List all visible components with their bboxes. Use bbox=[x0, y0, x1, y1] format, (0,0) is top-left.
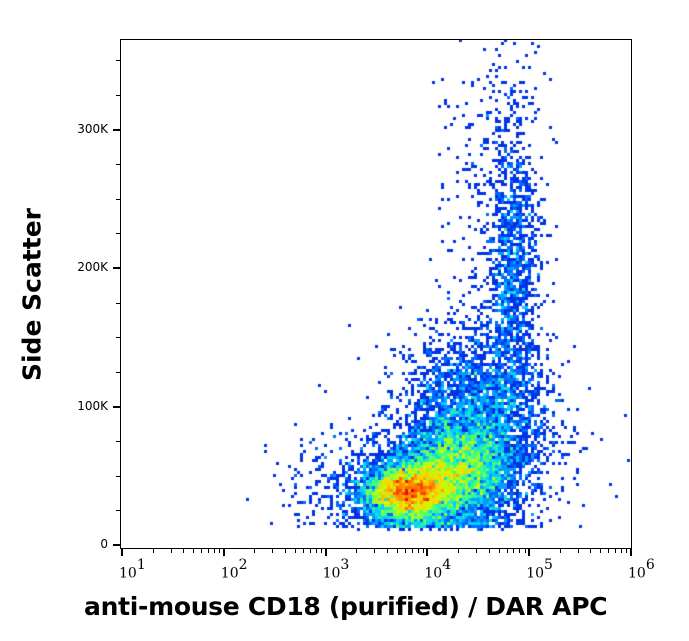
x-minor-tick bbox=[309, 549, 311, 553]
x-minor-tick bbox=[404, 549, 406, 553]
x-tick-label: 105 bbox=[526, 557, 553, 582]
x-minor-tick bbox=[524, 549, 526, 553]
x-minor-tick bbox=[559, 549, 561, 553]
x-minor-tick bbox=[422, 549, 424, 553]
x-major-tick bbox=[121, 549, 123, 556]
x-tick-label: 106 bbox=[628, 557, 655, 582]
y-tick-label: 200K bbox=[77, 260, 108, 274]
y-tick-label: 300K bbox=[77, 121, 108, 136]
x-minor-tick bbox=[294, 549, 296, 553]
x-minor-tick bbox=[320, 549, 322, 553]
y-major-tick bbox=[113, 128, 120, 131]
x-minor-tick bbox=[577, 549, 579, 553]
x-minor-tick bbox=[506, 549, 508, 553]
x-minor-tick bbox=[621, 549, 623, 553]
y-minor-tick bbox=[116, 60, 120, 62]
x-minor-tick bbox=[513, 549, 515, 553]
x-minor-tick bbox=[201, 549, 203, 553]
x-major-tick bbox=[324, 549, 327, 556]
x-major-tick bbox=[426, 549, 429, 556]
y-minor-tick bbox=[116, 198, 120, 200]
plot-frame bbox=[120, 39, 632, 549]
x-minor-tick bbox=[315, 549, 317, 553]
x-minor-tick bbox=[626, 549, 628, 553]
y-minor-tick bbox=[116, 371, 120, 373]
x-minor-tick bbox=[272, 549, 274, 553]
x-minor-tick bbox=[519, 549, 521, 553]
x-major-tick bbox=[630, 549, 632, 556]
x-minor-tick bbox=[417, 549, 419, 553]
y-major-tick bbox=[113, 267, 120, 269]
x-tick-label: 104 bbox=[424, 557, 452, 582]
x-major-tick bbox=[222, 549, 225, 556]
x-minor-tick bbox=[458, 549, 460, 553]
x-minor-tick bbox=[475, 549, 477, 553]
y-minor-tick bbox=[116, 475, 120, 477]
x-minor-tick bbox=[303, 549, 305, 553]
x-tick-label: 101 bbox=[119, 557, 146, 582]
x-minor-tick bbox=[152, 549, 154, 553]
x-minor-tick bbox=[608, 549, 610, 553]
x-minor-tick bbox=[498, 549, 500, 553]
y-minor-tick bbox=[116, 302, 120, 304]
x-minor-tick bbox=[170, 549, 172, 553]
y-minor-tick bbox=[116, 164, 120, 166]
x-minor-tick bbox=[615, 549, 617, 553]
x-minor-tick bbox=[356, 549, 358, 553]
y-axis-title: Side Scatter bbox=[17, 208, 47, 382]
x-minor-tick bbox=[411, 549, 413, 553]
y-minor-tick bbox=[116, 94, 120, 96]
x-minor-tick bbox=[285, 549, 287, 553]
y-major-tick bbox=[113, 405, 120, 408]
x-minor-tick bbox=[254, 549, 256, 553]
x-minor-tick bbox=[193, 549, 195, 553]
y-minor-tick bbox=[116, 233, 120, 235]
y-minor-tick bbox=[116, 441, 120, 443]
x-axis-title: anti-mouse CD18 (purified) / DAR APC bbox=[84, 592, 608, 621]
x-major-tick bbox=[528, 549, 531, 556]
x-minor-tick bbox=[213, 549, 215, 553]
y-tick-label: 100K bbox=[77, 398, 108, 413]
x-minor-tick bbox=[396, 549, 398, 553]
y-minor-tick bbox=[116, 337, 120, 339]
x-minor-tick bbox=[183, 549, 185, 553]
x-minor-tick bbox=[374, 549, 376, 553]
density-plot-area bbox=[120, 39, 632, 549]
x-minor-tick bbox=[590, 549, 592, 553]
y-tick-label: 0 bbox=[100, 537, 108, 551]
x-minor-tick bbox=[208, 549, 210, 553]
x-minor-tick bbox=[219, 549, 221, 553]
x-minor-tick bbox=[600, 549, 602, 553]
x-tick-label: 103 bbox=[322, 557, 350, 582]
y-minor-tick bbox=[116, 510, 120, 512]
x-minor-tick bbox=[386, 549, 388, 553]
y-major-tick bbox=[113, 544, 120, 546]
x-tick-label: 102 bbox=[220, 557, 248, 582]
x-minor-tick bbox=[488, 549, 490, 553]
